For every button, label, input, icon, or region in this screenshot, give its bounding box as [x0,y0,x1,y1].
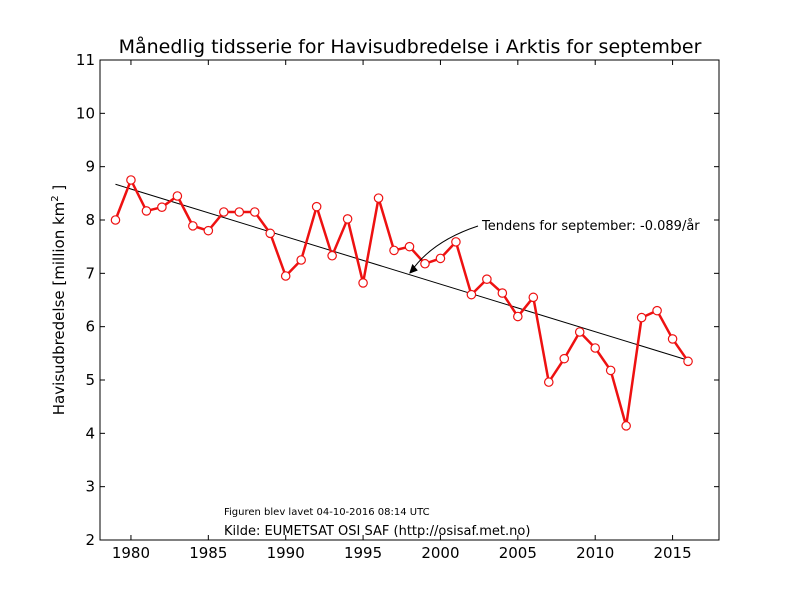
y-tick-label-9: 9 [85,158,95,176]
data-point-1984 [188,221,198,231]
data-point-2015 [667,334,678,344]
annotation-arrowhead [409,263,418,274]
x-tick-label-1995: 1995 [344,544,382,562]
y-tick-label-4: 4 [85,424,95,442]
y-tick-label-10: 10 [76,104,95,122]
data-point-1999 [420,258,430,269]
data-point-2003 [482,274,492,284]
y-axis-label-superscript: 2 [50,195,61,201]
data-point-1991 [296,255,306,265]
data-point-2002 [466,289,477,300]
chart-title: Månedlig tidsserie for Havisudbredelse i… [119,35,702,58]
data-point-1996 [373,193,384,203]
x-tick-label-2010: 2010 [576,544,614,562]
y-axis-label-close: ] [50,185,68,196]
data-point-1998 [404,241,415,252]
data-point-1986 [219,207,229,217]
data-point-2007 [543,377,554,387]
plot-area: 1980 1985 1990 1995 2000 2005 2010 2015 2 3 4 5 6 7 8 9… [76,51,720,562]
y-tick-label-11: 11 [76,51,95,69]
y-tick-label-8: 8 [85,211,95,229]
plot-frame [99,59,720,541]
data-point-2005 [513,311,523,322]
y-tick-label-5: 5 [85,371,95,389]
y-axis-label-main: Havisudbredelse [million km [50,202,68,416]
trend-annotation: Tendens for september: -0.089/år [481,219,700,234]
data-point-2001 [451,237,461,247]
created-timestamp: Figuren blev lavet 04-10-2016 08:14 UTC [224,507,430,518]
data-point-1981 [141,206,152,216]
data-point-1993 [327,250,337,261]
x-tick-label-1990: 1990 [267,544,305,562]
data-point-2011 [605,365,616,376]
x-tick-label-2005: 2005 [499,544,537,562]
data-point-1988 [249,207,260,217]
trend-line [115,183,689,361]
y-tick-label-6: 6 [85,318,95,336]
y-axis-label-group: Havisudbredelse [million km2 ] [50,185,68,416]
data-point-2013 [636,312,647,323]
data-point-1989 [265,228,276,239]
data-point-1987 [234,207,245,217]
y-tick-label-2: 2 [85,531,95,549]
y-tick-label-3: 3 [85,478,95,496]
annotation-arrow [410,225,479,273]
data-point-1997 [389,245,399,256]
data-point-2014 [652,305,662,316]
x-tick-label-2000: 2000 [421,544,459,562]
x-tick-label-1985: 1985 [189,544,227,562]
data-point-2016 [683,356,693,367]
data-point-2010 [590,343,600,353]
data-point-2009 [574,327,585,337]
data-point-1985 [203,225,214,236]
data-point-1982 [157,202,167,212]
data-point-2000 [435,253,446,264]
data-point-1994 [342,214,353,224]
x-tick-label-2015: 2015 [653,544,691,562]
data-point-1990 [280,271,291,281]
data-point-2006 [528,292,539,303]
data-point-1983 [172,191,183,201]
x-tick-label-1980: 1980 [112,544,150,562]
y-axis-label: Havisudbredelse [million km2 ] [50,185,68,416]
data-point-2004 [497,288,508,298]
data-point-1992 [311,201,322,212]
series-line-0 [114,178,690,428]
y-tick-label-7: 7 [85,264,95,282]
data-point-2012 [621,421,631,431]
source-credit: Kilde: EUMETSAT OSI SAF (http://osisaf.m… [224,524,530,539]
data-point-2008 [559,353,570,364]
data-point-1979 [110,215,121,225]
data-point-1995 [358,278,368,288]
data-point-1980 [126,175,136,185]
